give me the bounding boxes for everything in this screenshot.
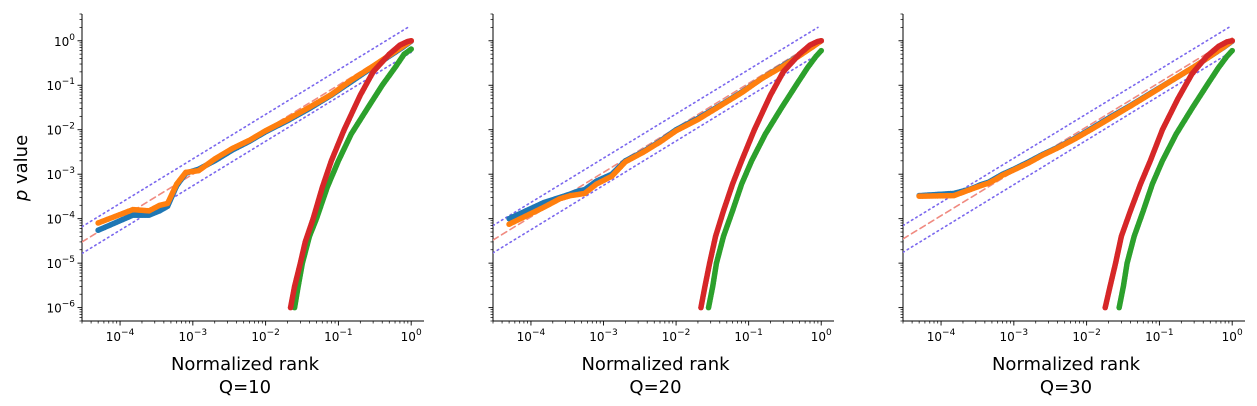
y-tick-label: 10−2 (46, 122, 75, 138)
panel-subtitle: Q=20 (629, 377, 681, 398)
x-tick-label: 100 (401, 328, 422, 344)
reference-line-dotted (903, 26, 1230, 227)
y-tick-label: 10−5 (46, 255, 75, 271)
panel-subtitle: Q=30 (1040, 377, 1092, 398)
plot-area (493, 26, 825, 311)
y-tick-label: 10−1 (46, 77, 75, 93)
reference-line-dotted (903, 50, 1233, 254)
series-2 (95, 37, 414, 226)
x-tick-label: 10−3 (179, 328, 208, 344)
data-point (818, 47, 825, 54)
panel-subtitle: Q=10 (219, 377, 271, 398)
y-tick-label: 10−3 (46, 166, 75, 182)
plot-area (903, 26, 1235, 311)
series-3 (1116, 47, 1235, 311)
reference-line-dotted (493, 26, 819, 227)
reference-line-dotted (493, 51, 823, 254)
x-tick-label: 10−2 (662, 328, 691, 344)
panel-1: 10−4 10−3 10−2 10−1 100 10−6 10−5 10−4 10−3 10−2 1… (11, 13, 424, 398)
series-3 (705, 47, 825, 311)
x-tick-label: 10−1 (324, 328, 353, 344)
x-tick-label: 10−4 (106, 328, 135, 344)
x-axis-label: Normalized rank (992, 354, 1141, 375)
series-4 (698, 37, 825, 311)
x-axis-label: Normalized rank (581, 354, 730, 375)
x-tick-label: 100 (1222, 328, 1243, 344)
x-tick-label: 10−4 (927, 328, 956, 344)
x-tick-label: 10−2 (1072, 328, 1101, 344)
plot-area (82, 26, 414, 311)
reference-line-dashed (903, 37, 1233, 240)
series-4 (287, 37, 414, 311)
series-2 (506, 37, 825, 228)
series-4 (1102, 37, 1235, 311)
y-tick-label: 10−6 (46, 300, 75, 316)
x-tick-label: 100 (811, 328, 832, 344)
reference-line-dotted (82, 26, 409, 228)
data-point (818, 37, 825, 44)
x-tick-label: 10−1 (1145, 328, 1174, 344)
data-point (408, 37, 414, 44)
reference-line-dotted (82, 51, 412, 255)
data-point (1229, 47, 1235, 54)
x-axis-label: Normalized rank (171, 354, 320, 375)
x-tick-label: 10−3 (1000, 328, 1029, 344)
y-axis-label: p value (11, 135, 32, 202)
data-point (408, 46, 414, 52)
series-3 (291, 46, 414, 311)
y-tick-label: 10−4 (46, 211, 75, 227)
data-point (1229, 37, 1235, 44)
y-tick-label: 100 (54, 33, 75, 49)
x-tick-label: 10−1 (734, 328, 763, 344)
x-tick-label: 10−4 (517, 328, 546, 344)
x-tick-label: 10−2 (251, 328, 280, 344)
x-tick-label: 10−3 (589, 328, 618, 344)
